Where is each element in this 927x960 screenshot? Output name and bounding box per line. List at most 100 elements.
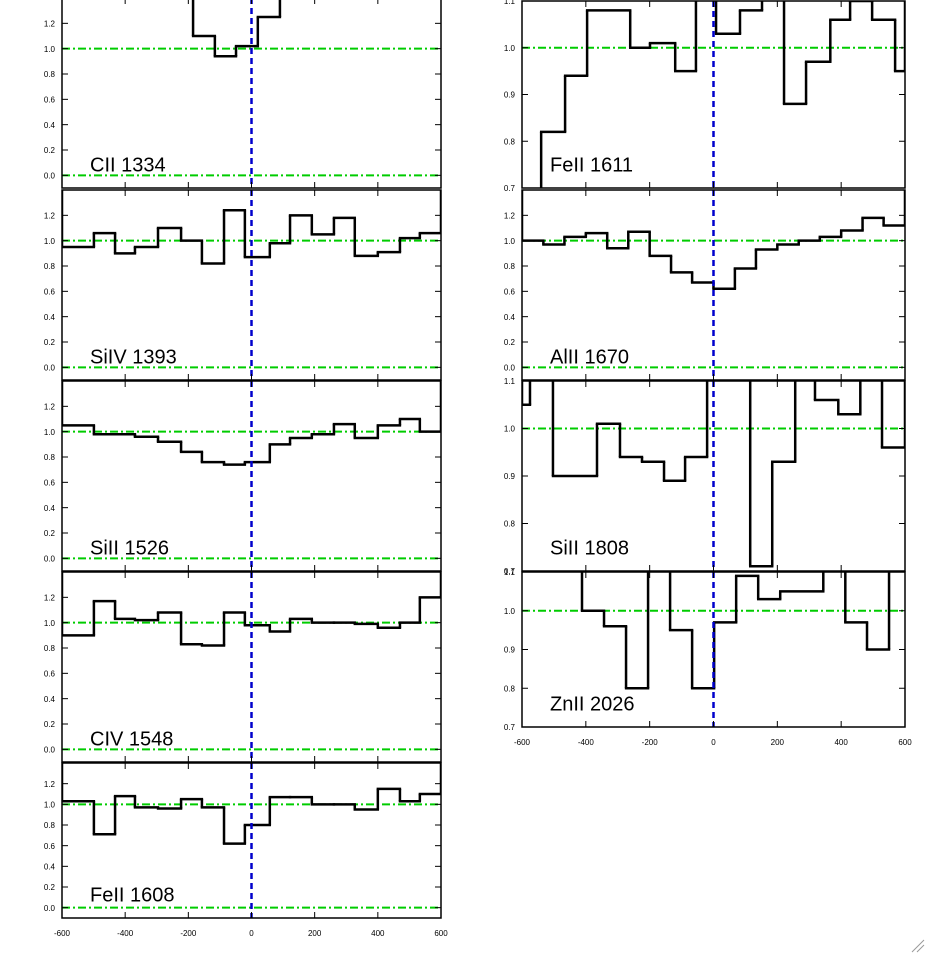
y-tick-label: 1.0: [44, 45, 56, 54]
panel-label: SiII 1526: [90, 537, 169, 559]
y-tick-label: 0.0: [44, 904, 56, 913]
step-riser: [522, 190, 905, 289]
y-tick-label: 0.8: [44, 262, 56, 271]
y-tick-label: 0.9: [504, 91, 516, 100]
x-tick-label: -200: [642, 738, 659, 747]
y-tick-label: 0.2: [44, 146, 56, 155]
y-tick-label: 0.8: [44, 644, 56, 653]
y-tick-label: 0.6: [44, 669, 56, 678]
y-tick-label: 0.7: [504, 184, 516, 193]
y-tick-label: 1.1: [504, 568, 516, 577]
y-tick-label: 0.0: [44, 363, 56, 372]
plot-area: [62, 190, 441, 380]
y-tick-label: 1.0: [44, 800, 56, 809]
y-tick-label: 0.7: [504, 723, 516, 732]
y-tick-label: 0.8: [44, 821, 56, 830]
y-tick-label: 0.7: [504, 567, 516, 576]
y-tick-label: 0.2: [44, 883, 56, 892]
x-tick-label: -200: [180, 929, 197, 938]
y-tick-label: 0.4: [44, 313, 56, 322]
x-tick-label: 200: [308, 929, 322, 938]
plot-area: [62, 572, 441, 762]
y-tick-label: 0.9: [504, 472, 516, 481]
panel-label: CIV 1548: [90, 728, 173, 750]
x-tick-label: 400: [834, 738, 848, 747]
y-tick-label: 0.4: [44, 862, 56, 871]
panel-label: CII 1334: [90, 154, 166, 176]
panel-label: ZnII 2026: [550, 693, 635, 715]
y-tick-label: 1.0: [44, 619, 56, 628]
y-tick-label: 0.8: [44, 70, 56, 79]
step-riser: [539, 1, 905, 188]
y-tick-label: 0.8: [504, 520, 516, 529]
y-tick-label: 0.6: [44, 842, 56, 851]
y-tick-label: 0.8: [504, 684, 516, 693]
plot-area: [62, 0, 441, 188]
y-tick-label: 1.2: [44, 780, 56, 789]
y-tick-label: 0.6: [44, 287, 56, 296]
y-tick-label: 1.2: [44, 19, 56, 28]
y-tick-label: 0.2: [504, 338, 516, 347]
x-tick-label: 400: [371, 929, 385, 938]
y-tick-label: 0.0: [44, 745, 56, 754]
step-riser: [580, 572, 905, 689]
y-tick-label: 0.6: [44, 478, 56, 487]
panel: 0.0 0.2 0.4 0.6 0.8 1.0 1.2 -600 -400 -200 0 200 400…: [44, 762, 448, 938]
x-tick-label: 600: [898, 738, 912, 747]
y-tick-label: 1.0: [504, 44, 516, 53]
panel: 0.7 0.8 0.9 1.0 1.1 -600 -400 -200 0 200 400 600 ZnI…: [504, 568, 912, 747]
plot-area: [522, 190, 905, 380]
y-tick-label: 1.0: [504, 237, 516, 246]
plot-area: [62, 763, 441, 918]
x-tick-label: -600: [54, 929, 71, 938]
step-riser: [62, 190, 441, 264]
y-tick-label: 0.0: [504, 363, 516, 372]
y-tick-label: 0.4: [44, 504, 56, 513]
y-tick-label: 0.0: [44, 171, 56, 180]
panel-label: FeII 1611: [550, 154, 633, 176]
panel: 0.0 0.2 0.4 0.6 0.8 1.0 1.2 SiIV 1393: [44, 189, 442, 381]
y-tick-label: 0.4: [44, 121, 56, 130]
step-riser: [191, 0, 282, 57]
y-tick-label: 0.8: [504, 137, 516, 146]
y-tick-label: 0.2: [44, 338, 56, 347]
y-tick-label: 1.2: [44, 402, 56, 411]
y-tick-label: 0.9: [504, 646, 516, 655]
y-tick-label: 1.1: [504, 0, 516, 6]
plot-area: [522, 1, 905, 188]
y-tick-label: 0.6: [44, 95, 56, 104]
y-tick-label: 0.4: [504, 313, 516, 322]
y-tick-label: 0.2: [44, 529, 56, 538]
x-tick-label: 600: [434, 929, 448, 938]
plot-area: [522, 381, 905, 571]
x-tick-label: -400: [117, 929, 134, 938]
y-tick-label: 0.0: [44, 554, 56, 563]
y-tick-label: 1.2: [44, 593, 56, 602]
y-tick-label: 0.8: [44, 453, 56, 462]
x-tick-label: -600: [514, 738, 531, 747]
y-tick-label: 1.2: [504, 211, 516, 220]
panel: 0.7 0.8 0.9 1.0 1.1 SiII 1808: [504, 377, 906, 576]
panel: 0.0 0.2 0.4 0.6 0.8 1.0 1.2 AlII 1670: [504, 189, 906, 381]
y-tick-label: 0.4: [44, 695, 56, 704]
x-tick-label: 0: [711, 738, 716, 747]
y-tick-label: 0.6: [504, 287, 516, 296]
y-tick-label: 1.0: [504, 425, 516, 434]
y-tick-label: 1.0: [44, 428, 56, 437]
y-tick-label: 1.0: [44, 237, 56, 246]
panel: 0.7 0.8 0.9 1.0 1.1 FeII 1611: [504, 0, 906, 193]
panel-label: FeII 1608: [90, 884, 175, 906]
y-tick-label: 0.2: [44, 720, 56, 729]
plot-area: [62, 381, 441, 571]
x-tick-label: 0: [249, 929, 254, 938]
panel-label: SiIV 1393: [90, 346, 177, 368]
x-tick-label: -400: [578, 738, 595, 747]
panel: 0.0 0.2 0.4 0.6 0.8 1.0 1.2 CII 1334: [44, 0, 442, 189]
resize-grip: [911, 939, 925, 953]
step-riser: [522, 381, 905, 567]
panel-label: SiII 1808: [550, 537, 629, 559]
y-tick-label: 1.0: [504, 607, 516, 616]
panel: 0.0 0.2 0.4 0.6 0.8 1.0 1.2 SiII 1526: [44, 380, 442, 572]
x-tick-label: 200: [771, 738, 785, 747]
